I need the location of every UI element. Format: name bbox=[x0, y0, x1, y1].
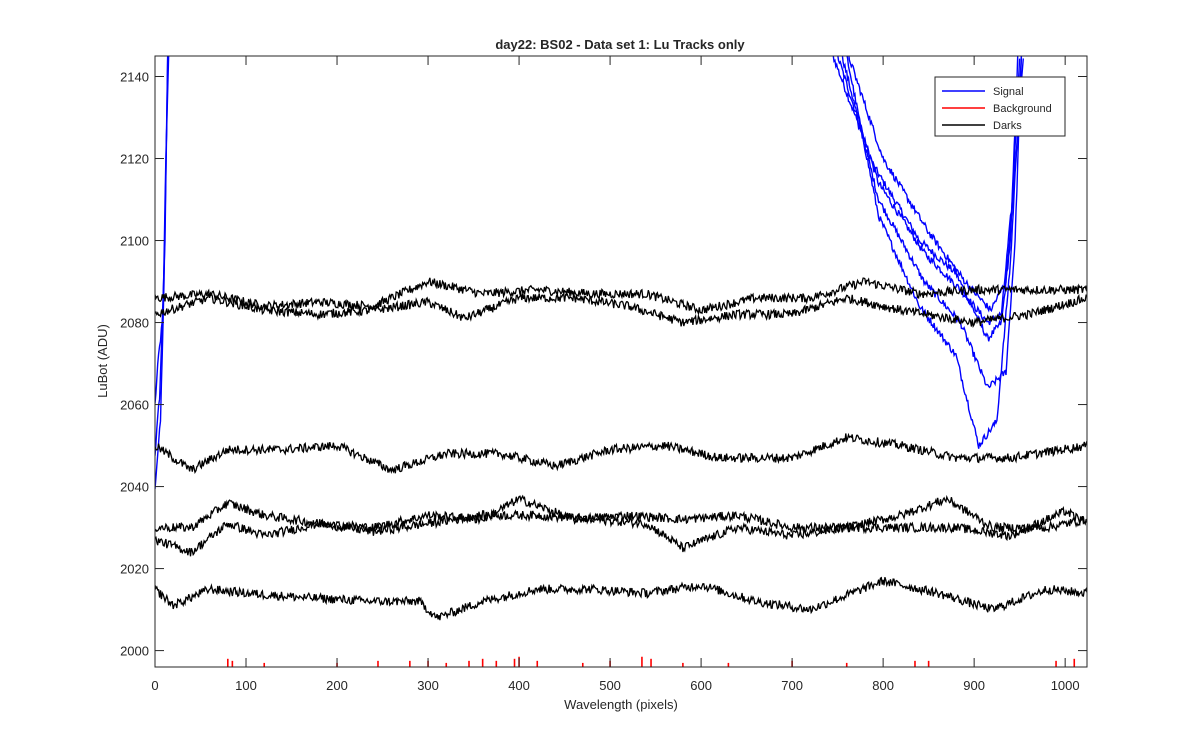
y-tick-label-1: 2020 bbox=[120, 562, 149, 577]
chart-title: day22: BS02 - Data set 1: Lu Tracks only bbox=[495, 37, 745, 52]
y-axis-label: LuBot (ADU) bbox=[95, 324, 110, 398]
x-tick-label-1: 100 bbox=[235, 678, 257, 693]
x-tick-label-5: 500 bbox=[599, 678, 621, 693]
legend: Signal Background Darks bbox=[934, 76, 1066, 137]
y-tick-label-5: 2100 bbox=[120, 234, 149, 249]
darks-series-line-13 bbox=[155, 576, 1087, 621]
x-tick-label-6: 600 bbox=[690, 678, 712, 693]
signal-series-line-2 bbox=[155, 56, 169, 490]
y-tick-label-2: 2040 bbox=[120, 480, 149, 495]
plot-area bbox=[155, 56, 1087, 667]
signal-series-line-4 bbox=[837, 56, 1021, 326]
legend-entries: Signal Background Darks bbox=[942, 86, 1052, 132]
signal-series-line-5 bbox=[841, 56, 1023, 389]
series-layer bbox=[155, 56, 1087, 621]
y-axis: 2000 2020 2040 2060 2080 2100 2120 2140 bbox=[120, 70, 1087, 659]
x-tick-label-8: 800 bbox=[872, 678, 894, 693]
signal-series-line-7 bbox=[848, 56, 1024, 313]
y-tick-label-3: 2060 bbox=[120, 398, 149, 413]
x-tick-label-2: 200 bbox=[326, 678, 348, 693]
x-tick-label-9: 900 bbox=[963, 678, 985, 693]
y-tick-label-6: 2120 bbox=[120, 152, 149, 167]
y-tick-label-7: 2140 bbox=[120, 70, 149, 85]
y-tick-label-4: 2080 bbox=[120, 316, 149, 331]
x-tick-label-4: 400 bbox=[508, 678, 530, 693]
legend-label-darks: Darks bbox=[993, 120, 1022, 132]
x-tick-label-0: 0 bbox=[151, 678, 158, 693]
x-tick-label-3: 300 bbox=[417, 678, 439, 693]
darks-series-line-8 bbox=[155, 277, 1087, 316]
signal-series-line-6 bbox=[846, 56, 1023, 449]
darks-series-line-9 bbox=[155, 291, 1087, 329]
x-axis: 0 100 200 300 400 500 600 700 800 900 1000 bbox=[151, 56, 1080, 693]
x-tick-label-7: 700 bbox=[781, 678, 803, 693]
x-axis-label: Wavelength (pixels) bbox=[564, 697, 678, 712]
legend-label-signal: Signal bbox=[993, 86, 1024, 98]
darks-series-line-10 bbox=[155, 432, 1087, 475]
x-tick-label-10: 1000 bbox=[1051, 678, 1080, 693]
legend-label-background: Background bbox=[993, 103, 1052, 115]
plot-frame bbox=[154, 55, 1088, 668]
legend-box bbox=[934, 76, 1066, 137]
y-tick-label-0: 2000 bbox=[120, 644, 149, 659]
darks-series-line-12 bbox=[155, 506, 1087, 557]
